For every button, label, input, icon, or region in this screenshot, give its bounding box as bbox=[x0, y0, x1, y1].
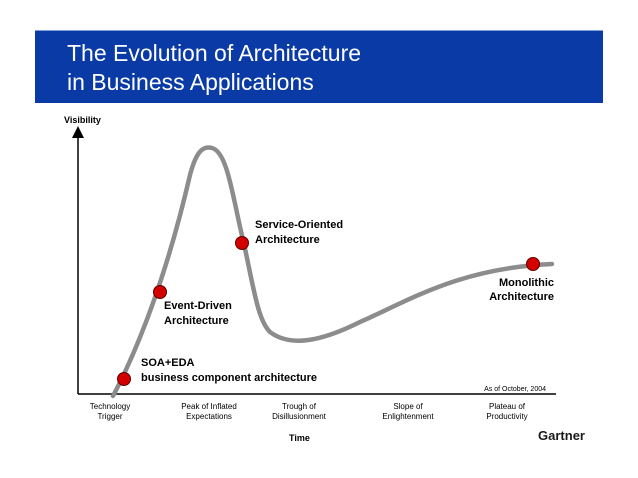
label-monolithic-line2: Architecture bbox=[489, 291, 554, 303]
label-event-driven-line1: Event-Driven bbox=[164, 300, 232, 312]
phase-label-2-line1: Peak of Inflated bbox=[181, 402, 237, 411]
phase-label-1-line2: Trigger bbox=[97, 412, 122, 421]
phase-label-1-line1: Technology bbox=[90, 402, 130, 411]
phase-label-4-line2: Enlightenment bbox=[382, 412, 434, 421]
marker-event-driven bbox=[153, 285, 167, 299]
label-soa-eda-line1: SOA+EDA bbox=[141, 357, 195, 369]
slide-title-line-2: in Business Applications bbox=[67, 69, 314, 95]
marker-monolithic bbox=[526, 257, 540, 271]
phase-label-3-line2: Disillusionment bbox=[272, 412, 327, 421]
marker-soa-eda bbox=[117, 372, 131, 386]
phase-label-5-line1: Plateau of bbox=[489, 402, 526, 411]
phase-label-4-line1: Slope of bbox=[393, 402, 423, 411]
date-note: As of October, 2004 bbox=[484, 386, 546, 393]
title-bar: The Evolution of Architecture in Busines… bbox=[35, 30, 603, 103]
gartner-logo-text: Gartner bbox=[538, 428, 585, 443]
label-event-driven-line2: Architecture bbox=[164, 315, 229, 327]
label-soa-eda-line2: business component architecture bbox=[141, 372, 317, 384]
label-service-oriented-line1: Service-Oriented bbox=[255, 219, 343, 231]
slide-title-line-1: The Evolution of Architecture bbox=[67, 40, 362, 66]
phase-label-5-line2: Productivity bbox=[486, 412, 527, 421]
label-monolithic-line1: Monolithic bbox=[499, 277, 554, 289]
phase-label-3-line1: Trough of bbox=[282, 402, 317, 411]
phase-label-2-line2: Expectations bbox=[186, 412, 232, 421]
x-axis-label: Time bbox=[289, 433, 310, 443]
label-service-oriented-line2: Architecture bbox=[255, 234, 320, 246]
marker-service-oriented bbox=[235, 236, 249, 250]
y-axis-label: Visibility bbox=[64, 115, 101, 125]
